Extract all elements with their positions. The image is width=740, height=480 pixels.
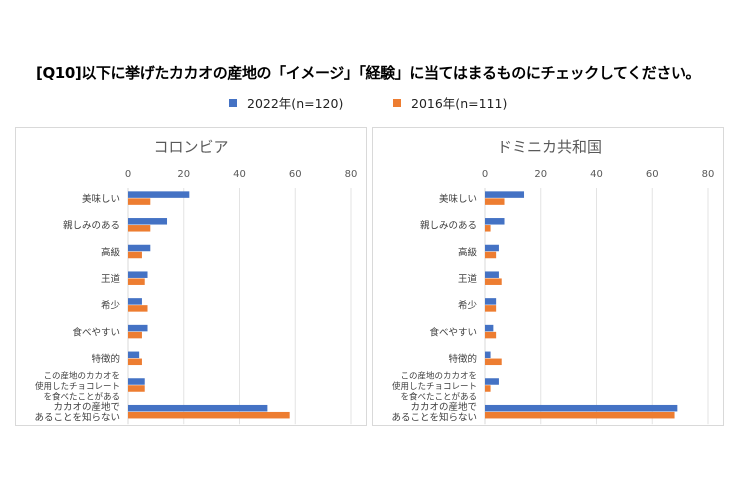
bar-2016 — [128, 411, 290, 419]
chart-dominican-republic: ドミニカ共和国 0 20 40 60 80 美味しい親しみのある高級王道希少食べやすい特徴的… — [391, 138, 715, 425]
category-label: 特徴的 — [448, 353, 477, 365]
bar-2022 — [128, 244, 151, 252]
bar-2016 — [485, 305, 497, 312]
category-label: 王道 — [458, 273, 478, 285]
bar-2022 — [485, 298, 497, 305]
bar-2016 — [128, 385, 145, 392]
bar-2016 — [128, 331, 142, 339]
bar-2022 — [485, 351, 491, 359]
x-tick-label: 0 — [125, 169, 131, 180]
bar-2016 — [485, 385, 491, 392]
bar-2016 — [128, 305, 148, 312]
bar-2016 — [485, 278, 502, 285]
category-label: 食べやすい — [72, 326, 120, 338]
category-label: 特徴的 — [91, 353, 120, 365]
bar-2016 — [485, 225, 491, 232]
x-tick-label: 40 — [233, 169, 246, 180]
survey-question-title: [Q10]以下に挙げたカカオの産地の「イメージ」「経験」に当てはまるものにチェッ… — [36, 64, 701, 82]
chart-legend: 2022年(n=120) 2016年(n=111) — [0, 93, 740, 112]
bar-2016 — [485, 251, 497, 259]
bar-2022 — [485, 271, 499, 278]
legend-label-2016: 2016年(n=111) — [411, 96, 508, 111]
chart-panel-dominican-republic: ドミニカ共和国 0 20 40 60 80 美味しい親しみのある高級王道希少食べやすい特徴的… — [372, 127, 724, 426]
x-tick-label: 0 — [482, 169, 488, 180]
category-label: カカオの産地であることを知らない — [391, 401, 477, 424]
bar-2022 — [128, 298, 142, 305]
chart-panel-colombia: コロンビア 0 20 40 60 80 美味しい親しみのある高級王道希少食べやすい特徴的この… — [15, 127, 367, 426]
bar-2022 — [485, 324, 494, 332]
bar-2022 — [128, 271, 148, 278]
bar-2016 — [485, 198, 505, 205]
x-tick-label: 60 — [646, 169, 659, 180]
bar-2016 — [128, 225, 151, 232]
x-tick-label: 60 — [289, 169, 302, 180]
category-label: 親しみのある — [63, 220, 120, 232]
category-label: この産地のカカオを使用したチョコレートを食べたことがある — [392, 370, 477, 402]
bar-2022 — [128, 324, 148, 332]
x-tick-label: 20 — [534, 169, 547, 180]
category-label: 希少 — [101, 300, 121, 312]
chart-title: コロンビア — [153, 138, 228, 156]
bar-2022 — [128, 191, 190, 198]
legend-swatch-2022 — [229, 98, 237, 107]
bar-2022 — [128, 218, 168, 225]
legend-swatch-2016 — [393, 98, 401, 107]
category-label: 美味しい — [82, 193, 120, 205]
category-label: 高級 — [458, 246, 478, 258]
category-label: 王道 — [101, 273, 121, 285]
x-tick-label: 80 — [702, 169, 715, 180]
category-label: 食べやすい — [429, 326, 477, 338]
bar-2016 — [128, 198, 151, 205]
chart-title: ドミニカ共和国 — [497, 138, 602, 156]
category-label: この産地のカカオを使用したチョコレートを食べたことがある — [35, 370, 120, 402]
bar-2022 — [485, 218, 505, 225]
bar-2016 — [128, 358, 142, 366]
bar-2022 — [128, 378, 145, 385]
bar-2016 — [485, 358, 502, 366]
x-tick-label: 80 — [345, 169, 358, 180]
bar-2022 — [485, 191, 525, 198]
category-label: 親しみのある — [420, 220, 477, 232]
bar-2022 — [485, 404, 678, 412]
category-label: 美味しい — [439, 193, 477, 205]
bar-2022 — [128, 351, 140, 359]
legend-item-2016: 2016年(n=111) — [393, 93, 507, 112]
bar-2022 — [485, 244, 499, 252]
bar-2016 — [485, 411, 675, 419]
bar-2016 — [128, 278, 145, 285]
bar-2022 — [128, 404, 268, 412]
x-tick-label: 40 — [590, 169, 603, 180]
category-label: カカオの産地であることを知らない — [34, 401, 120, 424]
legend-item-2022: 2022年(n=120) — [229, 93, 343, 112]
category-label: 希少 — [458, 300, 478, 312]
category-label: 高級 — [101, 246, 121, 258]
x-tick-label: 20 — [177, 169, 190, 180]
legend-label-2022: 2022年(n=120) — [247, 96, 344, 111]
bar-2016 — [128, 251, 142, 259]
bar-2016 — [485, 331, 497, 339]
chart-colombia: コロンビア 0 20 40 60 80 美味しい親しみのある高級王道希少食べやすい特徴的この… — [34, 138, 358, 425]
bar-2022 — [485, 378, 499, 385]
